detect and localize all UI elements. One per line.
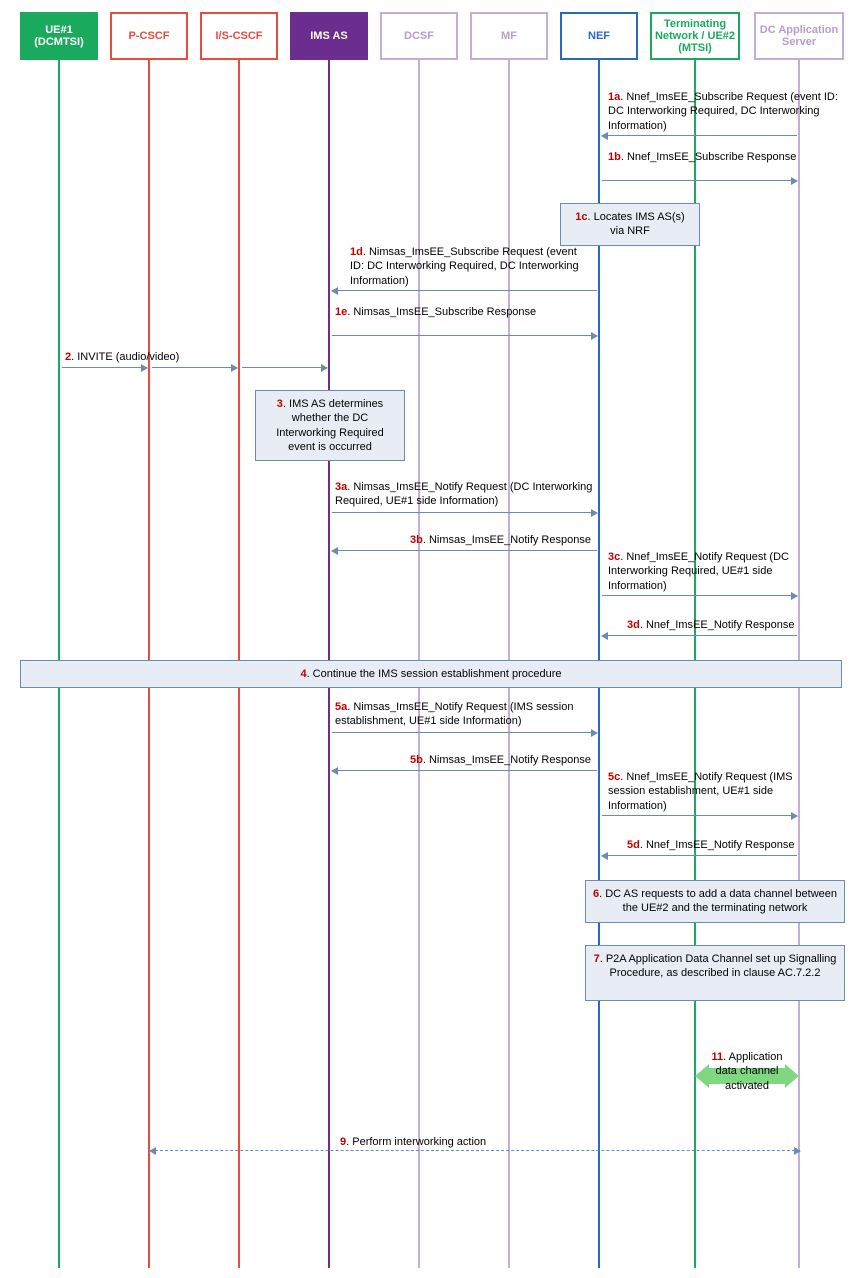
- message-label: 5c. Nnef_ImsEE_Notify Request (IMS sessi…: [608, 770, 808, 813]
- message-label: 3d. Nnef_ImsEE_Notify Response: [627, 618, 807, 632]
- message-arrow: [332, 290, 597, 291]
- dashed-arrow: [150, 1150, 800, 1152]
- actor-box: NEF: [560, 12, 638, 60]
- message-label: 1e. Nimsas_ImsEE_Subscribe Response: [335, 305, 545, 319]
- message-label: 5a. Nimsas_ImsEE_Notify Request (IMS ses…: [335, 700, 595, 729]
- actor-box: I/S-CSCF: [200, 12, 278, 60]
- message-label: 1b. Nnef_ImsEE_Subscribe Response: [608, 150, 808, 164]
- message-arrow: [602, 180, 797, 181]
- message-arrow: [332, 770, 597, 771]
- message-label: 3c. Nnef_ImsEE_Notify Request (DC Interw…: [608, 550, 808, 593]
- message-label: 1a. Nnef_ImsEE_Subscribe Request (event …: [608, 90, 838, 133]
- dashed-label: 9. Perform interworking action: [340, 1135, 486, 1149]
- message-label: 5d. Nnef_ImsEE_Notify Response: [627, 838, 807, 852]
- message-arrow: [332, 512, 597, 513]
- message-label: 5b. Nimsas_ImsEE_Notify Response: [410, 753, 600, 767]
- message-arrow: [242, 367, 327, 368]
- message-label: 3a. Nimsas_ImsEE_Notify Request (DC Inte…: [335, 480, 595, 509]
- actor-box: IMS AS: [290, 12, 368, 60]
- message-label: 3b. Nimsas_ImsEE_Notify Response: [410, 533, 600, 547]
- note-box: 7. P2A Application Data Channel set up S…: [585, 945, 845, 1001]
- message-arrow: [152, 367, 237, 368]
- message-label: 2. INVITE (audio/video): [65, 350, 215, 364]
- actor-box: P-CSCF: [110, 12, 188, 60]
- note-box: 4. Continue the IMS session establishmen…: [20, 660, 842, 688]
- actor-box: DCSF: [380, 12, 458, 60]
- message-arrow: [602, 595, 797, 596]
- message-label: 1d. Nimsas_ImsEE_Subscribe Request (even…: [350, 245, 590, 288]
- note-box: 6. DC AS requests to add a data channel …: [585, 880, 845, 923]
- actor-box: DC Application Server: [754, 12, 844, 60]
- actor-box: UE#1 (DCMTSI): [20, 12, 98, 60]
- actor-box: Terminating Network / UE#2 (MTSI): [650, 12, 740, 60]
- activation-label: 11. Application data channel activated: [700, 1050, 794, 1093]
- message-arrow: [62, 367, 147, 368]
- actor-box: MF: [470, 12, 548, 60]
- sequence-diagram: UE#1 (DCMTSI)P-CSCFI/S-CSCFIMS ASDCSFMFN…: [10, 10, 854, 1268]
- message-arrow: [332, 335, 597, 336]
- message-arrow: [332, 732, 597, 733]
- message-arrow: [602, 815, 797, 816]
- message-arrow: [332, 550, 597, 551]
- note-box: 3. IMS AS determines whether the DC Inte…: [255, 390, 405, 461]
- message-arrow: [602, 855, 797, 856]
- message-arrow: [602, 635, 797, 636]
- message-arrow: [602, 135, 797, 136]
- note-box: 1c. Locates IMS AS(s) via NRF: [560, 203, 700, 246]
